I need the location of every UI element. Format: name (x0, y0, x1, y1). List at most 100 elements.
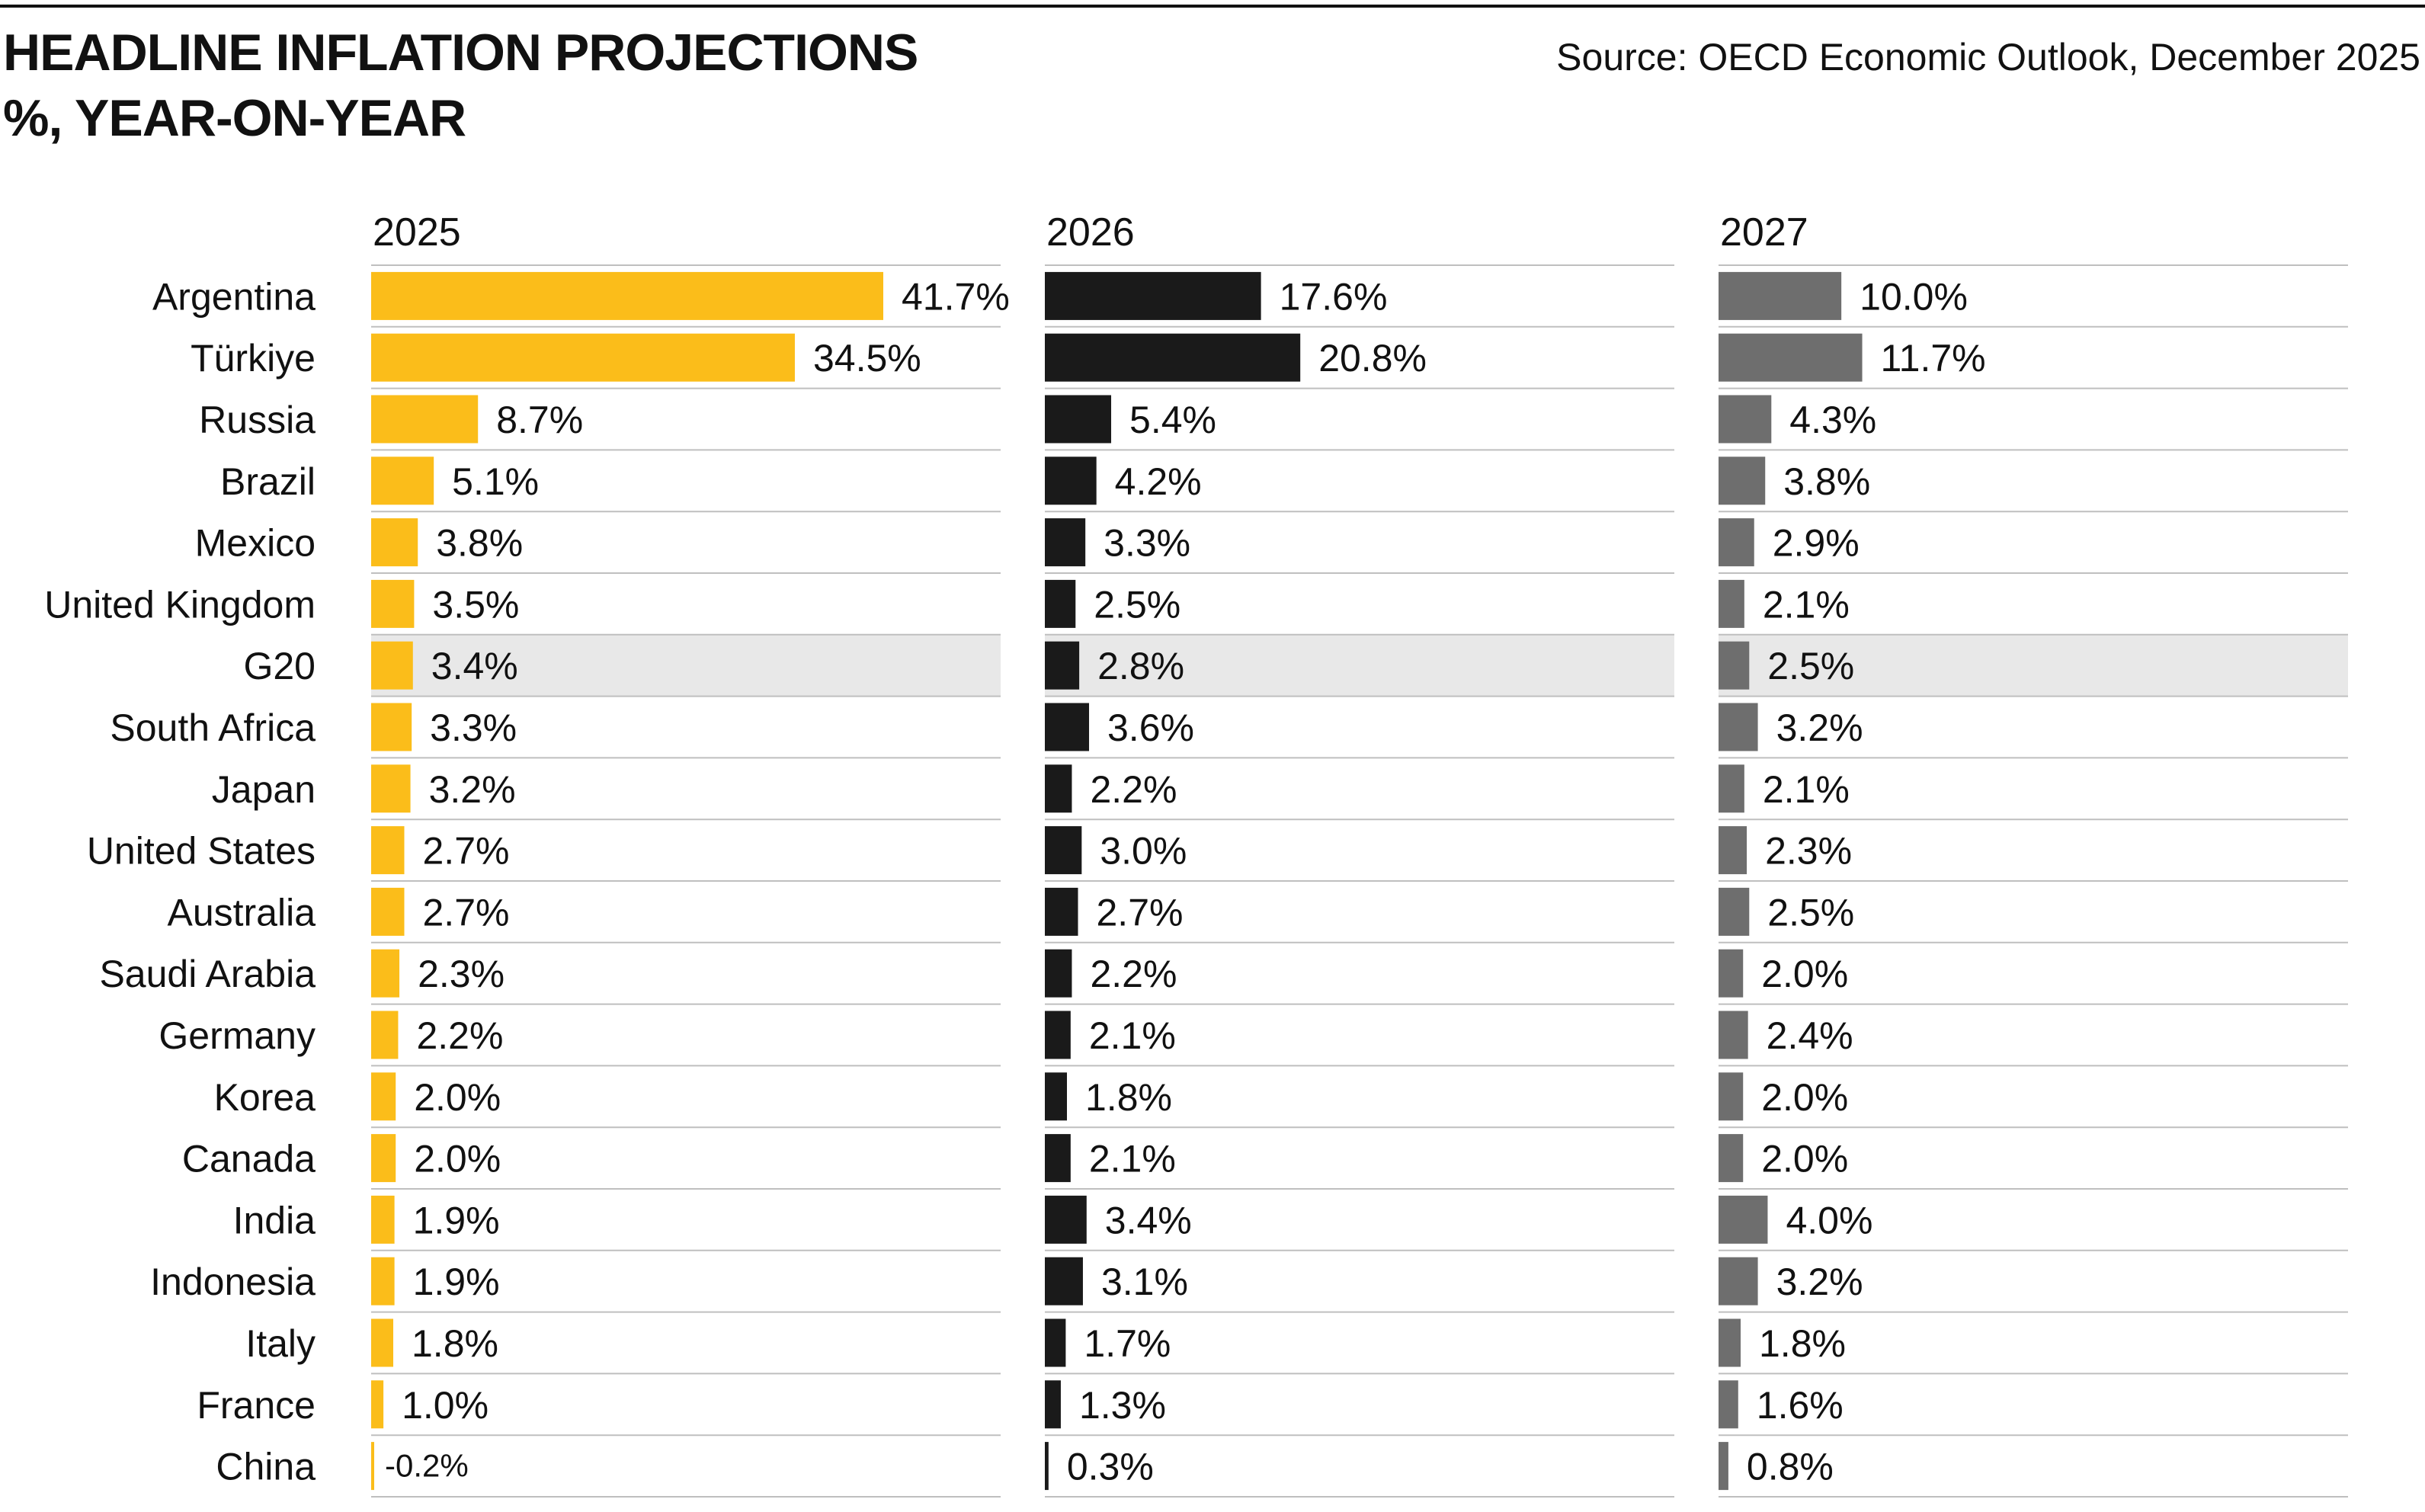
data-label-2025: 2.3% (418, 953, 505, 995)
category-label: Germany (159, 1014, 316, 1057)
bar-2027 (1719, 641, 1750, 690)
data-label-2027: 10.0% (1860, 275, 1968, 318)
category-label: Russia (199, 399, 316, 441)
data-label-2025: 2.7% (423, 891, 510, 934)
bar-2027 (1719, 456, 1766, 505)
data-label-2027: 4.3% (1789, 399, 1876, 441)
data-label-2025: 1.9% (413, 1199, 500, 1241)
data-label-2025: 3.8% (436, 522, 523, 565)
bar-2026 (1045, 1318, 1066, 1367)
top-rule (0, 5, 2425, 8)
panel-header-2025: 2025 (373, 210, 461, 255)
data-label-2027: 2.0% (1761, 953, 1848, 995)
bar-2026 (1045, 395, 1112, 444)
data-label-2026: 2.2% (1090, 953, 1177, 995)
category-label: Indonesia (150, 1261, 316, 1303)
data-label-2025: 3.5% (432, 583, 519, 626)
title-line-2: %, YEAR-ON-YEAR (3, 89, 466, 147)
category-label: Canada (182, 1138, 316, 1180)
bar-2027 (1719, 579, 1744, 628)
category-label: Saudi Arabia (99, 953, 316, 995)
data-label-2026: 4.2% (1115, 460, 1202, 503)
data-label-2027: 1.6% (1757, 1384, 1844, 1427)
data-label-2026: 1.8% (1085, 1076, 1172, 1119)
panel-header-2027: 2027 (1720, 210, 1808, 255)
data-label-2027: 2.3% (1765, 830, 1852, 873)
bar-2025 (371, 641, 413, 690)
data-label-2026: 3.3% (1104, 522, 1190, 565)
bar-2025 (371, 1257, 395, 1305)
data-label-2025: 3.3% (430, 706, 517, 749)
data-label-2025: 8.7% (496, 399, 583, 441)
bar-2025 (371, 1134, 396, 1183)
data-label-2027: 1.8% (1759, 1322, 1846, 1365)
bar-2026 (1045, 826, 1082, 875)
category-label: Italy (245, 1322, 316, 1365)
data-label-2026: 0.3% (1067, 1446, 1154, 1488)
bar-2027 (1719, 1318, 1741, 1367)
bar-2027 (1719, 395, 1772, 444)
category-label: Japan (212, 768, 316, 811)
bar-2027 (1719, 1195, 1768, 1244)
bar-2025 (371, 333, 795, 382)
bar-2027 (1719, 764, 1744, 813)
data-label-2026: 2.5% (1094, 583, 1180, 626)
bar-2026 (1045, 1257, 1083, 1305)
title-line-1: HEADLINE INFLATION PROJECTIONS (3, 24, 918, 82)
data-label-2026: 2.2% (1090, 768, 1177, 811)
bar-2025 (371, 1318, 394, 1367)
bar-2025 (371, 1380, 384, 1429)
bar-2027 (1719, 1380, 1738, 1429)
data-label-2025: -0.2% (385, 1448, 469, 1484)
data-label-2027: 3.8% (1783, 460, 1870, 503)
data-label-2026: 1.7% (1084, 1322, 1171, 1365)
bar-2026 (1045, 1195, 1087, 1244)
data-label-2026: 5.4% (1129, 399, 1216, 441)
data-label-2026: 1.3% (1079, 1384, 1166, 1427)
bar-2025 (371, 764, 411, 813)
bar-2026 (1045, 1072, 1068, 1121)
data-label-2026: 3.1% (1101, 1261, 1188, 1303)
category-label: United States (87, 830, 316, 873)
bar-2027 (1719, 1257, 1758, 1305)
category-label: Türkiye (191, 337, 316, 380)
category-label: India (233, 1199, 316, 1241)
data-label-2027: 2.0% (1761, 1138, 1848, 1180)
data-label-2027: 0.8% (1747, 1446, 1834, 1488)
bar-2027 (1719, 703, 1758, 751)
category-label: Korea (214, 1076, 316, 1119)
category-label: Argentina (152, 275, 316, 318)
bar-2026 (1045, 703, 1090, 751)
data-label-2027: 3.2% (1776, 1261, 1863, 1303)
bar-2025 (371, 579, 415, 628)
data-label-2026: 2.7% (1097, 891, 1184, 934)
data-label-2026: 3.4% (1105, 1199, 1192, 1241)
bar-2025 (371, 887, 405, 936)
bar-2027 (1719, 1134, 1744, 1183)
bar-2025 (371, 395, 479, 444)
data-label-2025: 1.9% (413, 1261, 500, 1303)
data-label-2025: 1.0% (402, 1384, 489, 1427)
bar-2026 (1045, 333, 1301, 382)
data-label-2026: 20.8% (1318, 337, 1427, 380)
bar-2025 (371, 1011, 399, 1059)
bar-2026 (1045, 887, 1078, 936)
bar-2025 (371, 271, 883, 320)
data-label-2025: 2.0% (414, 1138, 501, 1180)
data-label-2025: 2.0% (414, 1076, 501, 1119)
category-label: G20 (243, 645, 316, 687)
data-label-2025: 1.8% (412, 1322, 498, 1365)
data-label-2026: 3.0% (1100, 830, 1187, 873)
data-label-2027: 2.5% (1767, 891, 1854, 934)
data-label-2026: 2.8% (1097, 645, 1184, 687)
data-label-2025: 2.7% (423, 830, 510, 873)
data-label-2025: 5.1% (452, 460, 539, 503)
bar-2026 (1045, 271, 1261, 320)
data-label-2026: 2.1% (1089, 1138, 1176, 1180)
source-note: Source: OECD Economic Outlook, December … (1556, 36, 2420, 78)
bar-2025 (371, 1195, 395, 1244)
bar-2027 (1719, 887, 1750, 936)
bar-2025 (371, 456, 434, 505)
data-label-2026: 17.6% (1280, 275, 1388, 318)
